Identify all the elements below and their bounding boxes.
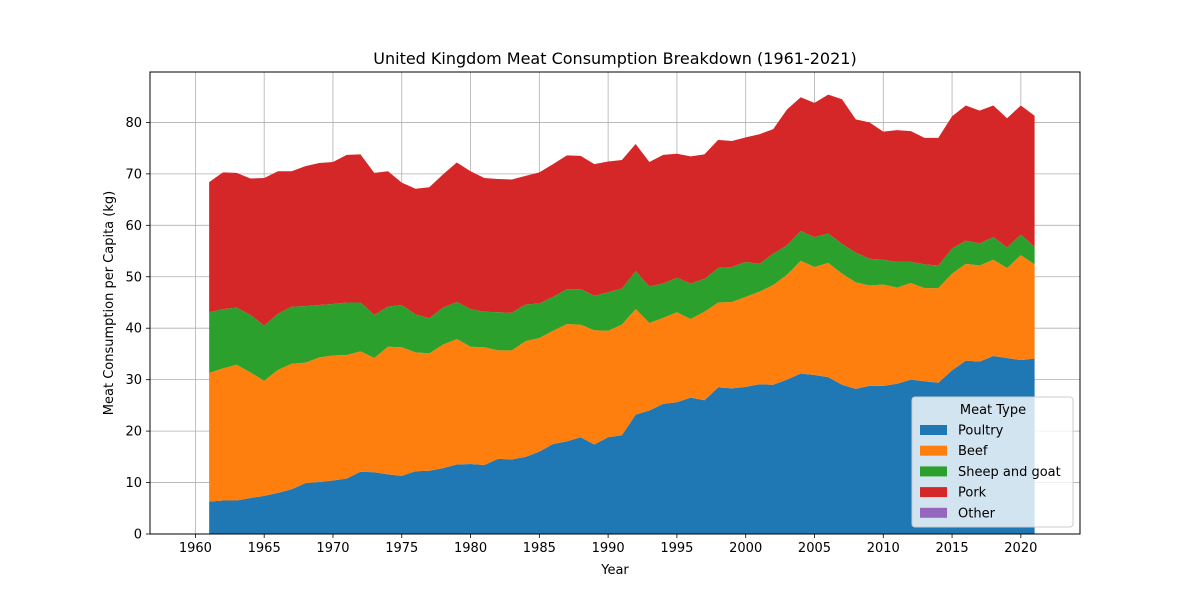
- legend-label-sheep-and-goat: Sheep and goat: [958, 465, 1061, 480]
- x-tick-label: 1995: [660, 541, 693, 556]
- area-beef: [209, 255, 1035, 502]
- y-tick-label: 30: [125, 373, 142, 388]
- chart-title: United Kingdom Meat Consumption Breakdow…: [373, 49, 856, 68]
- legend-title: Meat Type: [960, 403, 1026, 418]
- x-tick-label: 2005: [798, 541, 831, 556]
- area-poultry: [209, 355, 1035, 534]
- legend-label-other: Other: [958, 506, 996, 521]
- plot-frame: [149, 71, 1081, 535]
- x-tick-label: 1980: [454, 541, 487, 556]
- y-axis-ticks: 0 10 20 30 40 50 60 70 80: [125, 116, 150, 543]
- x-tick-label: 2010: [867, 541, 900, 556]
- area-pork: [209, 94, 1035, 326]
- legend-label-poultry: Poultry: [958, 424, 1004, 439]
- x-tick-label: 1965: [248, 541, 281, 556]
- y-tick-label: 60: [125, 219, 142, 234]
- y-tick-label: 70: [125, 167, 142, 182]
- legend-label-beef: Beef: [958, 444, 988, 459]
- x-axis-label: Year: [600, 563, 629, 578]
- legend-swatch-beef: [920, 445, 947, 456]
- area-sheep-and-goat: [209, 230, 1035, 381]
- legend-swatch-poultry: [920, 425, 947, 435]
- legend: Meat Type Poultry Beef Sheep and goat Pork O…: [911, 396, 1074, 528]
- y-tick-label: 50: [125, 270, 142, 285]
- x-tick-label: 1970: [316, 541, 349, 556]
- legend-swatch-sheep-and-goat: [920, 466, 947, 477]
- legend-label-pork: Pork: [958, 486, 987, 501]
- x-tick-label: 1990: [592, 541, 625, 556]
- x-tick-label: 1960: [179, 541, 212, 556]
- x-tick-label: 1985: [523, 541, 556, 556]
- y-axis-label: Meat Consumption per Capita (kg): [102, 191, 117, 415]
- y-tick-label: 10: [125, 476, 142, 491]
- x-tick-label: 2000: [729, 541, 762, 556]
- areas: [209, 94, 1035, 534]
- x-tick-label: 2015: [936, 541, 969, 556]
- legend-swatch-pork: [920, 487, 947, 498]
- x-tick-label: 2020: [1004, 541, 1037, 556]
- x-axis-ticks: 1960 1965 1970 1975 1980 1985 1990 1995 2000 2005…: [179, 534, 1037, 556]
- y-tick-label: 0: [134, 528, 142, 543]
- legend-box: [911, 396, 1074, 528]
- legend-swatch-other: [920, 507, 947, 518]
- y-tick-label: 40: [125, 322, 142, 337]
- x-tick-label: 1975: [385, 541, 418, 556]
- y-tick-label: 80: [125, 116, 142, 131]
- y-tick-label: 20: [125, 425, 142, 440]
